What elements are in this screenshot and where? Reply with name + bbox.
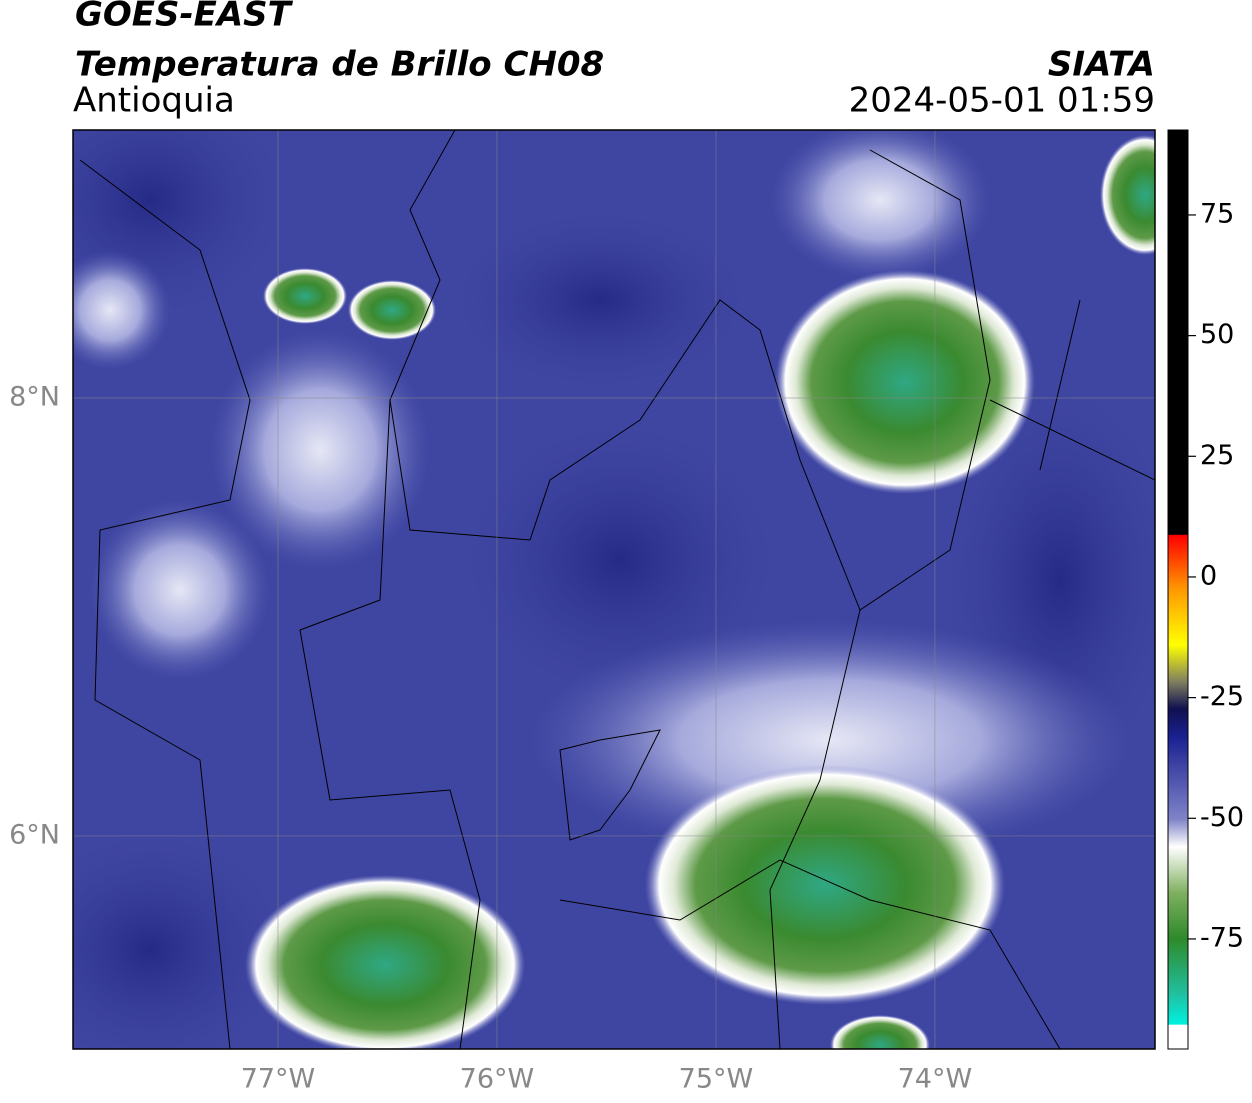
colorbar — [1167, 129, 1189, 1050]
subtitle: Temperatura de Brillo CH08 — [75, 45, 604, 85]
grid — [73, 130, 1155, 1049]
x-tick-label: 77°W — [241, 1064, 316, 1095]
colorbar-tick-label: 50 — [1200, 319, 1234, 350]
y-tick-label: 6°N — [9, 819, 60, 850]
colorbar-tick-label: -50 — [1200, 802, 1244, 833]
colorbar-tick-label: 25 — [1200, 440, 1234, 471]
region: Antioquia — [73, 81, 235, 121]
x-tick-label: 74°W — [898, 1064, 973, 1095]
colorbar-tick-label: 0 — [1200, 560, 1217, 591]
map-frame — [72, 129, 1156, 1050]
x-tick-label: 75°W — [679, 1064, 754, 1095]
map-image — [73, 130, 1155, 1049]
x-tick-label: 76°W — [460, 1064, 535, 1095]
colorbar-tick-label: -75 — [1200, 922, 1244, 953]
source: SIATA — [1048, 45, 1155, 85]
colorbar-tick-label: -25 — [1200, 681, 1244, 712]
colorbar-tick-label: 75 — [1200, 198, 1234, 229]
datetime: 2024-05-01 01:59 — [849, 81, 1155, 121]
title: GOES-EAST — [75, 0, 294, 35]
y-tick-label: 8°N — [9, 382, 60, 413]
